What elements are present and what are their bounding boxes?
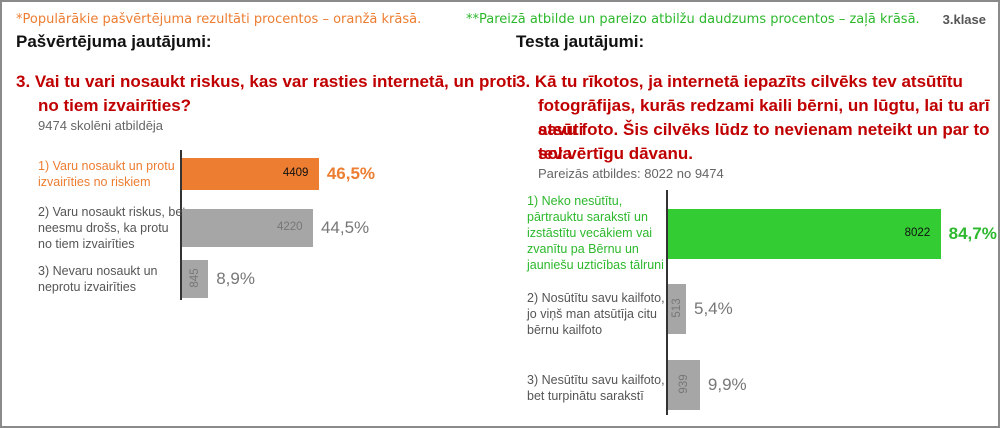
right-question-line-3: savu foto. Šis cilvēks lūdz to nevienam …	[538, 120, 990, 163]
right-chart-category-label-1: 1) Neko nesūtītu, pārtrauktu sarakstī un i…	[527, 193, 664, 273]
left-respondents: 9474 skolēni atbildēja	[38, 118, 164, 133]
left-chart-value-label-2: 4220	[276, 221, 303, 233]
right-chart-category-label-2: 2) Nosūtītu savu kailfoto, jo viņš man at…	[527, 290, 665, 338]
right-chart-category-label-3-line-1: 3) Nesūtītu savu kailfoto,	[527, 373, 665, 387]
right-chart-percent-label-1: 84,7%	[948, 224, 997, 243]
right-respondents: Pareizās atbildes: 8022 no 9474	[538, 166, 724, 181]
left-chart-value-label-1: 4409	[282, 167, 309, 179]
left-chart-category-label-1: 1) Varu nosaukt un protu izvairīties no r…	[38, 158, 175, 190]
left-question-line-2: no tiem izvairīties?	[38, 96, 192, 115]
left-chart-category-label-1-line-2: izvairīties no riskiem	[38, 175, 151, 189]
legend-note-orange: *Populārākie pašvērtējuma rezultāti proc…	[16, 12, 422, 27]
left-chart-percent-label-2: 44,5%	[320, 218, 370, 237]
right-chart-category-label-3-line-2: bet turpinātu sarakstī	[527, 389, 644, 403]
left-chart-bar-3	[182, 260, 209, 298]
left-chart-category-label-3-line-2: neprotu izvairīties	[38, 280, 136, 294]
left-chart-value-label-3: 845	[189, 268, 202, 288]
right-chart-value-label-3: 939	[677, 374, 690, 394]
left-chart-bar-1	[182, 158, 319, 190]
right-chart-category-label-2-line-1: 2) Nosūtītu savu kailfoto,	[527, 291, 665, 305]
left-chart-category-label-1-line-1: 1) Varu nosaukt un protu	[38, 159, 175, 173]
left-panel-title: Pašvērtējuma jautājumi:	[16, 32, 212, 51]
right-chart-category-label-2-line-2: jo viņš man atsūtīja citu	[527, 307, 657, 321]
right-chart-category-label-1-line-3: izstāstītu vecākiem vai	[527, 226, 653, 240]
right-chart-category-label-1-line-5: jauniešu uzticības tālruni	[527, 258, 664, 272]
legend-note-green: **Pareizā atbilde un pareizo atbilžu dau…	[466, 12, 920, 27]
right-question-line-4: tev vērtīgu dāvanu.	[538, 144, 693, 163]
right-question-line-1: 3. Kā tu rīkotos, ja internetā iepazīts …	[516, 72, 963, 91]
left-chart-percent-label-1: 46,5%	[326, 164, 376, 183]
right-question-line-2: fotogrāfijas, kurās redzami kaili bērni,…	[538, 96, 990, 139]
right-panel-title: Testa jautājumi:	[516, 32, 645, 51]
right-chart-category-label-3: 3) Nesūtītu savu kailfoto, bet turpinātu …	[527, 372, 665, 404]
left-chart-category-label-3-line-1: 3) Nevaru nosaukt un	[38, 264, 158, 278]
left-chart-category-label-2-line-3: no tiem izvairīties	[38, 237, 135, 251]
right-chart-percent-label-3: 9,9%	[707, 375, 747, 394]
left-chart-category-label-2-line-2: neesmu drošs, ka protu	[38, 221, 169, 235]
right-chart-bar-3	[668, 360, 700, 410]
right-chart-category-label-1-line-1: 1) Neko nesūtītu,	[527, 194, 623, 208]
grade-label: 3.klase	[942, 12, 986, 27]
left-chart-category-label-2-line-1: 2) Varu nosaukt riskus, bet	[38, 205, 186, 219]
left-chart-category-label-3: 3) Nevaru nosaukt un neprotu izvairīties	[38, 263, 158, 295]
right-chart-bar-1	[668, 209, 941, 259]
left-chart-percent-label-3: 8,9%	[216, 269, 255, 288]
right-chart-percent-label-2: 5,4%	[694, 299, 733, 318]
right-chart-category-label-1-line-4: zvanītu pa Bērnu un	[527, 242, 639, 256]
right-chart-category-label-1-line-2: pārtrauktu sarakstī un	[527, 210, 648, 224]
left-chart-bar-2	[182, 209, 313, 247]
right-chart-axis	[666, 190, 668, 415]
right-chart-category-label-2-line-3: bērnu kailfoto	[527, 323, 603, 337]
right-chart-value-label-1: 8022	[904, 227, 931, 239]
right-chart-value-label-2: 513	[671, 298, 683, 318]
left-chart-axis	[180, 150, 182, 300]
left-question-line-1: 3. Vai tu vari nosaukt riskus, kas var r…	[16, 72, 517, 91]
left-chart-category-label-2: 2) Varu nosaukt riskus, bet neesmu drošs,…	[38, 204, 186, 252]
right-chart-bar-2	[668, 284, 686, 334]
